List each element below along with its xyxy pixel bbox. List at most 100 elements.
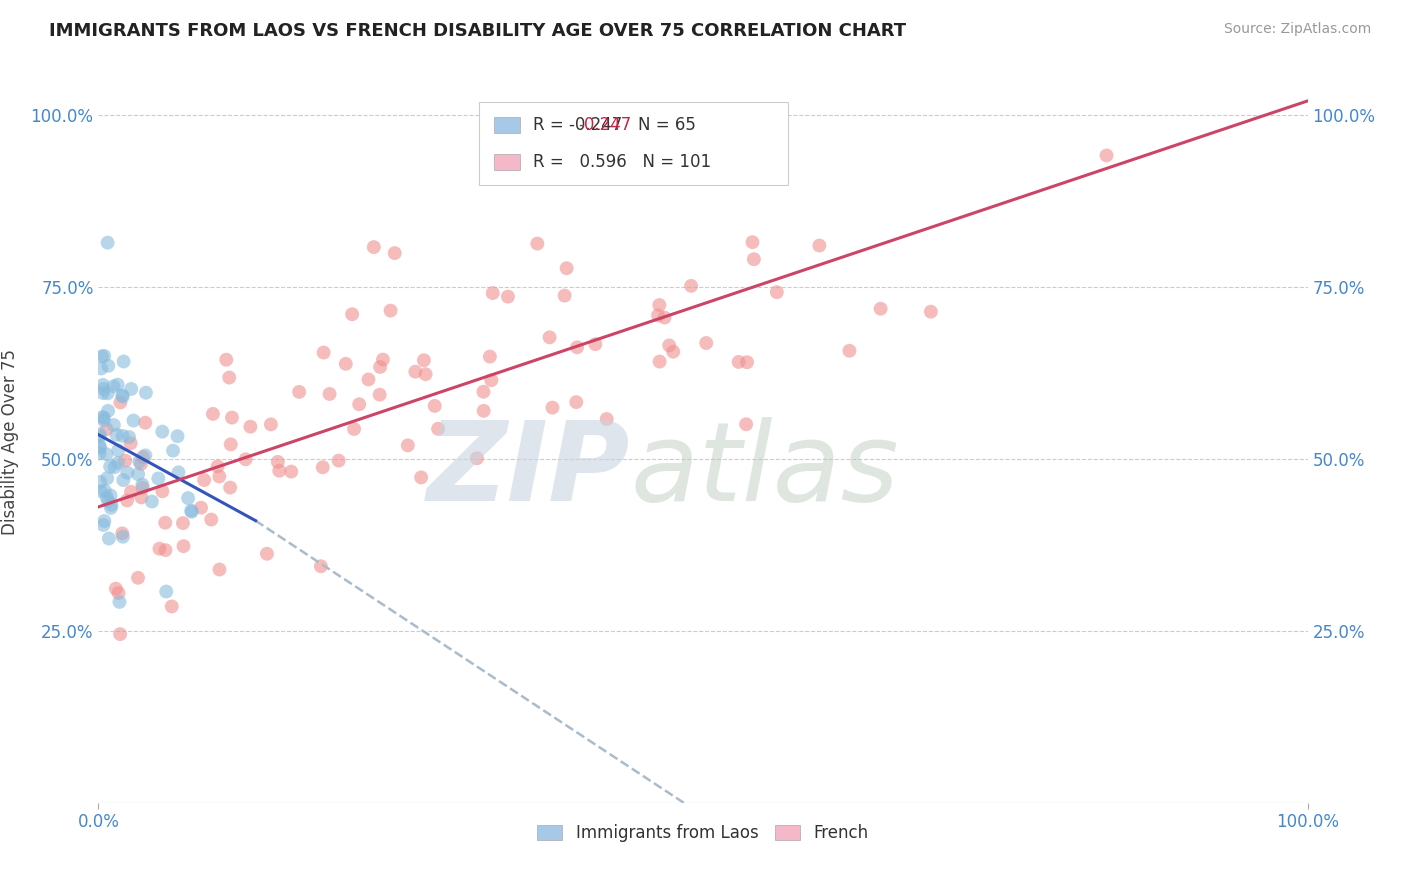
Point: [100, 500, 122, 515]
Point: [108, 595, 131, 609]
Point: [496, 290, 519, 304]
Point: [127, 467, 149, 482]
Point: [96, 422, 118, 436]
FancyBboxPatch shape: [494, 117, 520, 133]
Point: [103, 418, 125, 433]
FancyBboxPatch shape: [494, 153, 520, 169]
Point: [654, 310, 676, 325]
Point: [89, 475, 111, 489]
Text: atlas: atlas: [630, 417, 898, 524]
Point: [150, 484, 173, 499]
Point: [111, 388, 134, 402]
Point: [309, 559, 332, 574]
Point: [117, 466, 139, 480]
Point: [115, 493, 138, 508]
Point: [107, 377, 129, 392]
Point: [423, 399, 446, 413]
Point: [343, 422, 366, 436]
Point: [208, 469, 231, 483]
Point: [541, 401, 564, 415]
Point: [479, 373, 502, 387]
Point: [128, 454, 150, 468]
Point: [357, 372, 380, 386]
Point: [96, 491, 118, 505]
Point: [89, 439, 111, 453]
Point: [107, 456, 129, 470]
Point: [162, 443, 184, 458]
Point: [335, 357, 357, 371]
FancyBboxPatch shape: [479, 102, 787, 185]
Point: [662, 344, 685, 359]
Point: [155, 543, 177, 558]
Point: [478, 350, 501, 364]
Point: [150, 425, 173, 439]
Point: [269, 464, 291, 478]
Point: [260, 417, 283, 432]
Point: [695, 336, 717, 351]
Point: [280, 465, 302, 479]
Point: [555, 261, 578, 276]
Point: [554, 288, 576, 302]
Point: [91, 410, 114, 425]
Point: [427, 422, 450, 436]
Point: [155, 584, 177, 599]
Point: [132, 450, 155, 464]
Point: [122, 413, 145, 427]
Text: Source: ZipAtlas.com: Source: ZipAtlas.com: [1223, 22, 1371, 37]
Point: [415, 368, 437, 382]
Point: [647, 309, 669, 323]
Point: [111, 429, 134, 443]
Point: [104, 460, 127, 475]
Point: [96, 447, 118, 461]
Point: [312, 345, 335, 359]
Point: [384, 246, 406, 260]
Point: [742, 252, 765, 267]
Point: [107, 586, 129, 600]
Point: [371, 352, 394, 367]
Point: [89, 446, 111, 460]
Point: [110, 395, 132, 409]
Point: [404, 365, 426, 379]
Point: [177, 491, 200, 505]
Point: [89, 427, 111, 442]
Point: [412, 353, 434, 368]
Point: [120, 436, 142, 450]
Point: [90, 484, 112, 499]
Point: [135, 385, 157, 400]
Point: [565, 395, 588, 409]
Point: [472, 384, 495, 399]
Point: [318, 387, 340, 401]
Point: [267, 455, 290, 469]
Point: [869, 301, 891, 316]
Point: [312, 460, 335, 475]
Point: [215, 352, 238, 367]
Point: [91, 386, 114, 401]
Point: [107, 443, 129, 458]
Point: [167, 466, 190, 480]
Point: [465, 451, 488, 466]
Point: [98, 459, 121, 474]
Point: [193, 473, 215, 487]
Point: [91, 378, 114, 392]
Point: [218, 370, 240, 384]
Point: [90, 350, 112, 364]
Point: [129, 457, 152, 471]
Point: [1095, 148, 1118, 162]
Point: [565, 340, 588, 354]
Point: [103, 379, 125, 393]
Point: [97, 235, 120, 250]
Point: [648, 354, 671, 368]
Point: [155, 516, 177, 530]
Point: [104, 582, 127, 596]
Point: [735, 355, 758, 369]
Point: [208, 562, 231, 576]
Point: [108, 627, 131, 641]
Point: [190, 500, 212, 515]
Point: [201, 407, 224, 421]
Point: [131, 477, 153, 491]
Point: [239, 419, 262, 434]
Point: [111, 526, 134, 541]
Point: [134, 416, 156, 430]
Point: [105, 427, 128, 442]
Point: [396, 438, 419, 452]
